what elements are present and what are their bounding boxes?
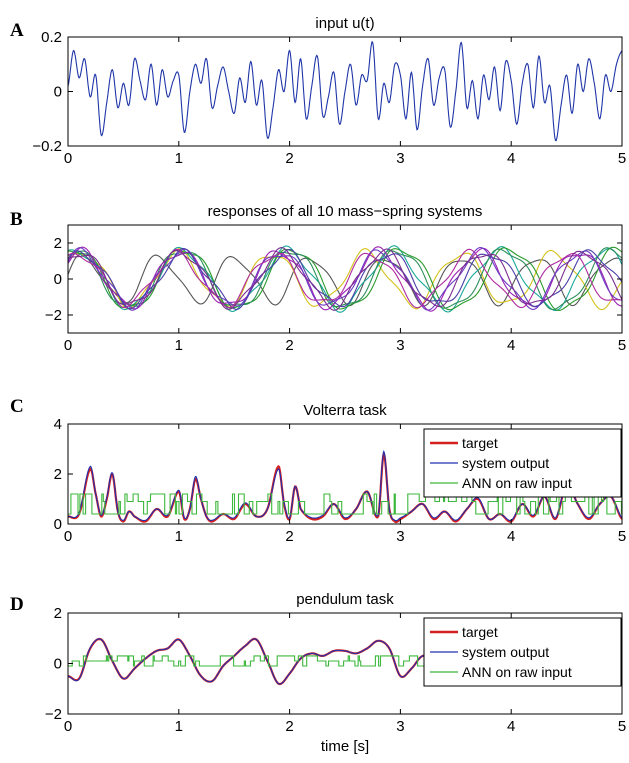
y-tick-label: 0 <box>54 84 62 101</box>
x-tick-label: 4 <box>507 718 515 735</box>
x-tick-label: 1 <box>175 718 183 735</box>
legend-label: ANN on raw input <box>462 475 572 491</box>
panel-letter: C <box>10 396 24 417</box>
y-tick-label: 0 <box>54 516 62 533</box>
panel-letter: A <box>10 20 24 41</box>
panel-title: Volterra task <box>303 402 387 419</box>
y-tick-label: −2 <box>45 307 62 324</box>
series-line-8 <box>68 248 622 309</box>
x-tick-label: 3 <box>396 337 404 354</box>
x-tick-label: 5 <box>618 337 626 354</box>
x-tick-label: 1 <box>175 150 183 167</box>
legend-label: system output <box>462 644 549 660</box>
legend: target system output ANN on raw input <box>423 617 622 687</box>
y-tick-label: 0 <box>54 271 62 288</box>
panel-title: responses of all 10 mass−spring systems <box>208 203 483 220</box>
x-tick-label: 2 <box>285 150 293 167</box>
plot-area <box>68 245 622 313</box>
y-tick-label: 2 <box>54 466 62 483</box>
y-tick-label: 2 <box>54 235 62 252</box>
x-tick-label: 3 <box>396 528 404 545</box>
x-tick-label: 4 <box>507 150 515 167</box>
series-line-2 <box>68 245 622 313</box>
x-tick-label: 0 <box>64 718 72 735</box>
x-tick-label: 5 <box>618 528 626 545</box>
y-tick-label: −2 <box>45 706 62 723</box>
legend-label: target <box>462 624 498 640</box>
x-axis-label: time [s] <box>321 738 369 755</box>
x-tick-label: 4 <box>507 528 515 545</box>
legend-label: system output <box>462 455 549 471</box>
series-line-0 <box>68 40 622 142</box>
x-tick-label: 0 <box>64 150 72 167</box>
y-tick-label: 4 <box>54 416 62 433</box>
x-tick-label: 0 <box>64 528 72 545</box>
legend: target system output ANN on raw input <box>423 428 622 498</box>
x-tick-label: 3 <box>396 718 404 735</box>
series-line-1 <box>68 450 622 522</box>
panel-c: C Volterra task 0 1 2 3 4 5 0 2 4 target system outp… <box>10 396 626 545</box>
x-tick-label: 4 <box>507 337 515 354</box>
panel-title: input u(t) <box>315 15 374 32</box>
series-line-2 <box>68 493 622 515</box>
y-tick-label: 2 <box>54 605 62 622</box>
series-line-9 <box>68 247 622 311</box>
series-line-5 <box>68 246 622 312</box>
x-tick-label: 2 <box>285 337 293 354</box>
plot-area <box>68 450 622 524</box>
x-tick-label: 3 <box>396 150 404 167</box>
legend-label: target <box>462 435 498 451</box>
x-tick-label: 2 <box>285 528 293 545</box>
x-tick-label: 5 <box>618 718 626 735</box>
y-tick-label: 0.2 <box>41 29 62 46</box>
legend-label: ANN on raw input <box>462 664 572 680</box>
x-tick-label: 1 <box>175 528 183 545</box>
panel-letter: D <box>10 594 24 615</box>
x-tick-label: 0 <box>64 337 72 354</box>
x-tick-label: 5 <box>618 150 626 167</box>
panel-title: pendulum task <box>296 591 394 608</box>
series-line-4 <box>68 247 622 311</box>
panel-letter: B <box>10 209 23 230</box>
y-tick-label: −0.2 <box>32 138 62 155</box>
plot-area <box>68 40 622 142</box>
x-tick-label: 1 <box>175 337 183 354</box>
x-tick-label: 2 <box>285 718 293 735</box>
y-tick-label: 0 <box>54 656 62 673</box>
